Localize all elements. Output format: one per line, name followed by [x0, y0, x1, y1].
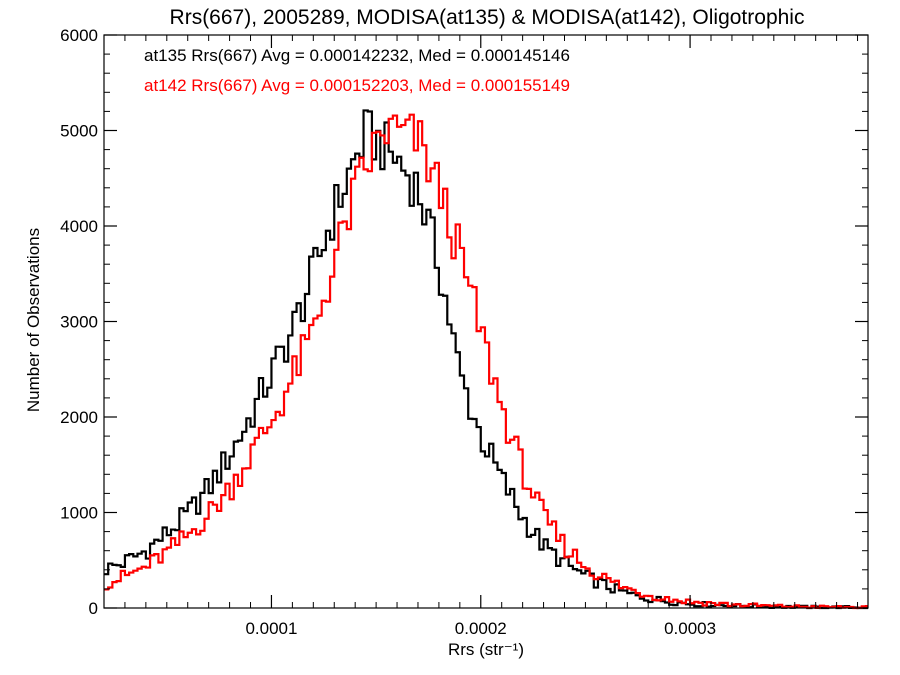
plot-frame: [103, 34, 869, 609]
y-tick-label: 4000: [60, 217, 98, 236]
series-at135-line: [104, 109, 868, 610]
y-tick-label: 5000: [60, 122, 98, 141]
y-tick-label: 6000: [60, 26, 98, 45]
y-tick-label: 0: [89, 599, 98, 618]
x-tick-label: 0.0003: [664, 619, 716, 638]
annotation-at142: at142 Rrs(667) Avg = 0.000152203, Med = …: [144, 76, 570, 95]
x-tick-label: 0.0001: [245, 619, 297, 638]
series-at142-line: [104, 113, 868, 610]
y-tick-label: 1000: [60, 504, 98, 523]
chart-title: Rrs(667), 2005289, MODISA(at135) & MODIS…: [170, 6, 805, 29]
y-tick-label: 3000: [60, 313, 98, 332]
x-axis-label: Rrs (str⁻¹): [448, 640, 524, 659]
annotation-at135: at135 Rrs(667) Avg = 0.000142232, Med = …: [144, 46, 570, 65]
y-tick-label: 2000: [60, 408, 98, 427]
plot-area: [104, 109, 868, 610]
y-axis-label: Number of Observations: [24, 228, 43, 412]
x-axis-ticks: 0.0001 0.0002 0.0003: [124, 35, 859, 638]
y-axis-ticks: 0 1000 2000 3000 4000 5000 6000: [60, 26, 868, 618]
x-tick-label: 0.0002: [455, 619, 507, 638]
